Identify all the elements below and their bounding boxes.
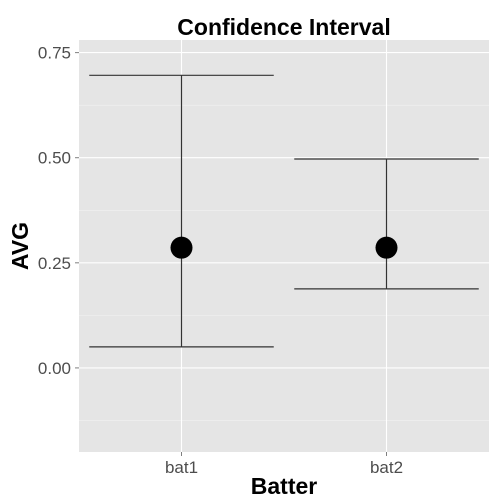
x-tick-label: bat1 bbox=[165, 458, 198, 477]
error-bars bbox=[89, 74, 479, 348]
y-axis-ticks: 0.00 0.25 0.50 0.75 bbox=[38, 44, 79, 378]
x-tick-label: bat2 bbox=[370, 458, 403, 477]
plot-panel bbox=[79, 40, 489, 452]
data-point-bat1 bbox=[170, 236, 193, 259]
data-point-bat2 bbox=[375, 236, 398, 259]
y-tick-label: 0.00 bbox=[38, 359, 71, 378]
data-points bbox=[170, 236, 398, 259]
x-axis-ticks: bat1 bat2 bbox=[165, 452, 403, 477]
y-tick-label: 0.25 bbox=[38, 254, 71, 273]
x-axis-title: Batter bbox=[251, 473, 318, 499]
errorbar-bat2 bbox=[294, 158, 479, 290]
chart-title: Confidence Interval bbox=[177, 14, 390, 40]
y-tick-label: 0.75 bbox=[38, 44, 71, 63]
y-tick-label: 0.50 bbox=[38, 149, 71, 168]
errorbar-bat1 bbox=[89, 74, 274, 348]
y-axis-title: AVG bbox=[7, 222, 33, 270]
